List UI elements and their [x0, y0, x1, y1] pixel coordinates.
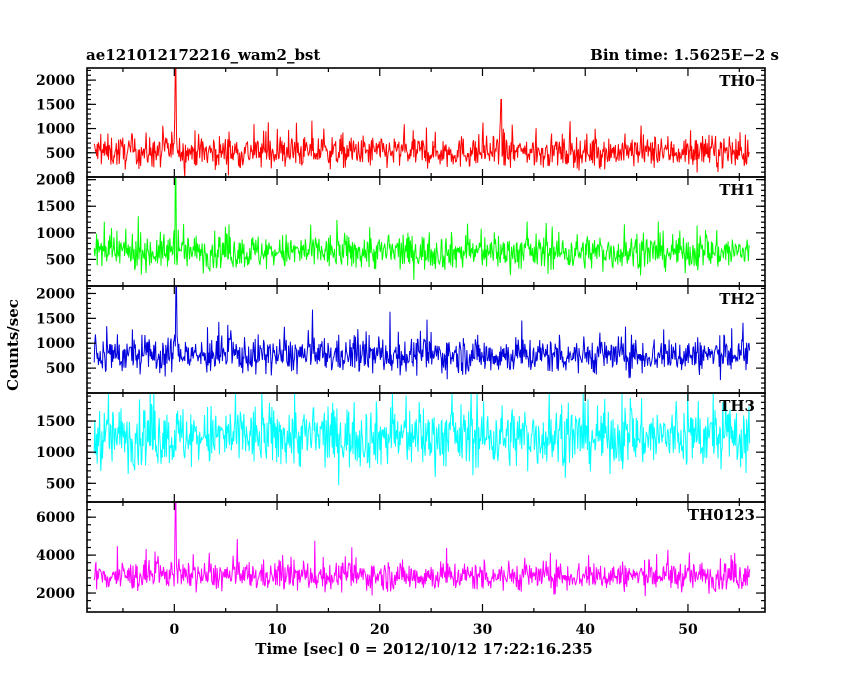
- y-tick-label: 1500: [36, 199, 75, 215]
- y-tick-label: 500: [46, 252, 75, 268]
- x-tick-label: 30: [473, 622, 493, 638]
- y-tick-label: 2000: [36, 73, 75, 89]
- panel-frame: [86, 501, 766, 613]
- x-tick-label: 40: [575, 622, 595, 638]
- bin-time-label: Bin time: 1.5625E−2 s: [590, 46, 779, 64]
- y-tick-label: 1500: [36, 311, 75, 327]
- chart-title: ae121012172216_wam2_bst: [86, 46, 320, 64]
- y-tick-label: 2000: [36, 586, 75, 602]
- panel-label-th3: TH3: [719, 397, 755, 415]
- y-tick-label: 0: [65, 170, 75, 186]
- panel-th1: 500 1000 1500 2000 TH1: [36, 173, 766, 287]
- y-axis-label: Counts/sec: [4, 299, 22, 391]
- y-tick-label: 1500: [36, 97, 75, 113]
- x-axis-label: Time [sec] 0 = 2012/10/12 17:22:16.235: [255, 640, 592, 658]
- y-tick-label: 6000: [36, 510, 75, 526]
- panel-th2: 500 1000 1500 2000 TH2: [36, 285, 766, 394]
- x-tick-label: 20: [370, 622, 390, 638]
- y-tick-label: 500: [46, 476, 75, 492]
- series-line-th3: [93, 393, 751, 486]
- panel-label-th2: TH2: [719, 290, 755, 308]
- series-line-th0: [93, 68, 750, 177]
- y-tick-label: 1000: [36, 445, 75, 461]
- x-tick-label: 0: [169, 622, 179, 638]
- series-line-th0123: [93, 502, 751, 597]
- panel-label-th1: TH1: [719, 181, 755, 199]
- y-tick-label: 4000: [36, 548, 75, 564]
- x-tick-label: 10: [267, 622, 287, 638]
- panel-label-th0123: TH0123: [688, 506, 755, 524]
- series-line-th2: [93, 286, 751, 381]
- y-tick-label: 1000: [36, 336, 75, 352]
- y-tick-label: 2000: [36, 286, 75, 302]
- y-tick-label: 1000: [36, 226, 75, 242]
- y-tick-label: 500: [46, 361, 75, 377]
- panel-th0123: 2000 4000 6000 TH0123: [36, 501, 766, 613]
- y-tick-label: 500: [46, 146, 75, 162]
- panel-th0: 0 500 1000 1500 2000 TH0: [36, 67, 766, 186]
- x-tick-label: 50: [678, 622, 698, 638]
- y-tick-label: 1500: [36, 414, 75, 430]
- y-tick-label: 1000: [36, 122, 75, 138]
- series-line-th1: [93, 177, 751, 280]
- panel-label-th0: TH0: [719, 72, 755, 90]
- panel-th3: 500 1000 1500 TH3: [36, 392, 766, 503]
- y-tick-label: 2000: [36, 173, 75, 189]
